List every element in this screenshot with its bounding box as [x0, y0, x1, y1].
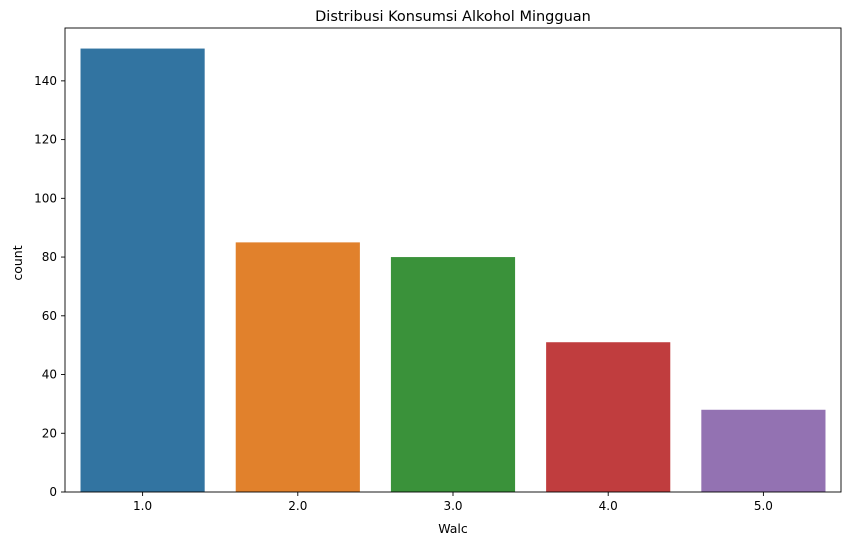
- x-tick-label: 5.0: [754, 499, 773, 513]
- x-tick-label: 1.0: [133, 499, 152, 513]
- x-tick-label: 3.0: [443, 499, 462, 513]
- bar-2.0: [235, 242, 360, 492]
- y-tick-label: 20: [42, 426, 57, 440]
- bar-1.0: [80, 48, 205, 493]
- x-tick-label: 4.0: [599, 499, 618, 513]
- bar-4.0: [546, 342, 671, 492]
- plot-area: 0 20 40 60 80 100 120 140 1.0 2.0 3.0 4.0 5.0: [34, 27, 842, 513]
- y-tick-label: 0: [49, 485, 57, 499]
- chart-title: Distribusi Konsumsi Alkohol Mingguan: [315, 9, 591, 25]
- y-tick-label: 80: [42, 250, 57, 264]
- bar-3.0: [390, 257, 516, 492]
- y-axis-label: count: [10, 245, 25, 280]
- x-tick-label: 2.0: [288, 499, 307, 513]
- y-tick-label: 140: [34, 74, 57, 88]
- y-tick-label: 40: [42, 368, 57, 382]
- y-tick-label: 100: [34, 191, 57, 205]
- y-tick-label: 60: [42, 309, 57, 323]
- bar-5.0: [701, 409, 826, 492]
- x-axis-label: Walc: [438, 521, 468, 536]
- y-tick-label: 120: [34, 133, 57, 147]
